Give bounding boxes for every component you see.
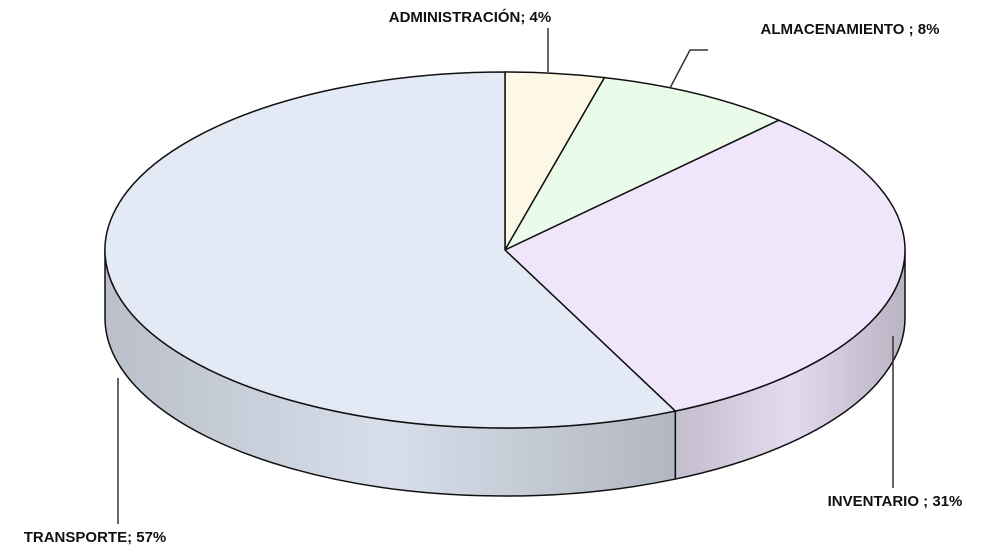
- slice: [503, 76, 781, 252]
- data-label: TRANSPORTE; 57%: [24, 529, 167, 546]
- leader-line: [669, 49, 708, 89]
- data-label: INVENTARIO ; 31%: [828, 493, 963, 510]
- slice: [503, 119, 906, 412]
- data-label: ALMACENAMIENTO ; 8%: [761, 21, 940, 38]
- data-label: ADMINISTRACIÓN; 4%: [389, 8, 552, 26]
- slice-side-shade: [104, 250, 676, 496]
- slice-side-shade: [675, 250, 905, 480]
- slice: [104, 71, 677, 429]
